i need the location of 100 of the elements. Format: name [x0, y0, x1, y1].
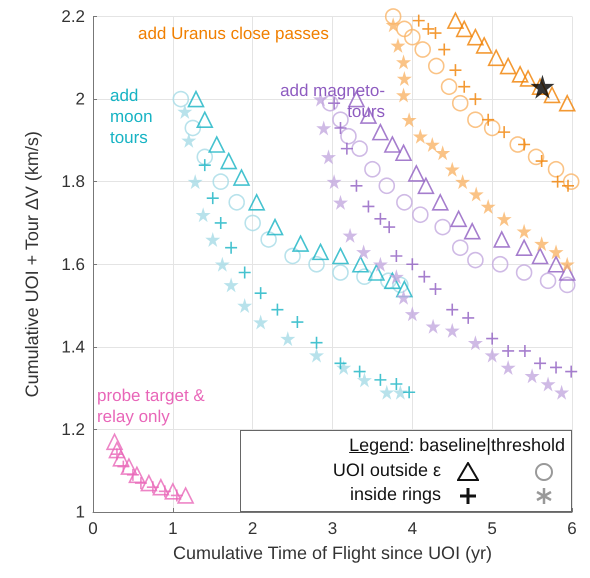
x-tick-label: 4: [408, 519, 418, 538]
point: [440, 78, 458, 95]
point: [524, 368, 540, 384]
point: [404, 306, 420, 322]
point: [177, 104, 192, 119]
point: [396, 70, 412, 86]
point: [340, 128, 357, 145]
x-tick-label: 1: [168, 519, 178, 538]
point: [220, 152, 238, 170]
point: [260, 231, 277, 248]
point: [456, 20, 473, 38]
y-axis-title: Cumulative UOI + Tour ΔV (km/s): [22, 131, 42, 398]
point: [450, 210, 467, 228]
point: [544, 86, 560, 104]
point: [484, 120, 500, 136]
point: [509, 136, 526, 153]
point: [467, 111, 484, 128]
point: [548, 256, 564, 273]
point: [214, 216, 228, 230]
point: [374, 373, 388, 387]
point: [412, 128, 428, 144]
point: [560, 256, 575, 272]
point: [540, 272, 556, 290]
point: [418, 177, 434, 194]
point: [356, 244, 372, 260]
point: [424, 137, 440, 152]
legend-card: Legend: baseline|threshold UOI outside ε inside rings: [240, 430, 572, 512]
point: [290, 315, 304, 329]
point: [310, 336, 324, 350]
point: [426, 318, 441, 334]
point: [452, 239, 469, 256]
y-tick-label: 2: [76, 90, 85, 109]
point: [140, 474, 158, 492]
point: [461, 311, 476, 325]
point: [448, 63, 462, 77]
point: [485, 332, 499, 346]
point: [228, 194, 245, 211]
point: [412, 14, 426, 28]
point: [390, 377, 404, 391]
point: [496, 211, 512, 226]
point: [244, 214, 261, 232]
point: [340, 142, 354, 156]
point: [492, 256, 508, 273]
point: [233, 169, 250, 186]
point: [188, 174, 203, 190]
point: [437, 42, 452, 56]
point: [396, 290, 412, 305]
point: [379, 384, 394, 400]
point: [372, 256, 388, 272]
point: [378, 178, 396, 194]
point: [395, 144, 412, 162]
point: [533, 356, 547, 370]
y-tick-label: 1.6: [61, 254, 85, 274]
point: [468, 92, 482, 106]
point: [316, 120, 332, 136]
point: [516, 239, 532, 256]
point: [188, 90, 204, 108]
point: [352, 256, 369, 273]
point: [108, 442, 126, 458]
point: [280, 331, 296, 346]
y-tick-label: 1.2: [61, 420, 85, 439]
annotation: add Uranus close passes: [138, 24, 329, 43]
point: [414, 41, 432, 58]
x-tick-label: 0: [88, 519, 98, 538]
point: [390, 249, 404, 263]
point: [396, 20, 413, 38]
point: [428, 282, 442, 296]
point: [326, 174, 342, 190]
point: [198, 158, 212, 172]
point: [312, 244, 329, 260]
point: [350, 178, 364, 193]
point: [172, 90, 190, 108]
point: [516, 264, 532, 281]
point: [292, 235, 309, 252]
point: [334, 121, 348, 135]
point: [196, 148, 214, 166]
point: [392, 384, 408, 400]
point: [468, 335, 483, 350]
point: [334, 356, 348, 370]
annotation: add moon tours: [110, 86, 153, 147]
x-axis-title: Cumulative Time of Flight since UOI (yr): [172, 543, 492, 563]
point: [396, 280, 413, 298]
point: [558, 94, 576, 112]
point: [196, 111, 214, 128]
point: [270, 302, 284, 316]
point: [558, 276, 576, 294]
point: [248, 194, 265, 211]
x-tick-label: 3: [328, 519, 338, 538]
point: [512, 66, 528, 83]
point: [352, 364, 366, 378]
point: [332, 111, 349, 128]
point: [196, 207, 211, 222]
point: [447, 12, 464, 29]
point: [516, 224, 532, 239]
annotation: probe target & relay only: [97, 386, 206, 426]
point: [500, 360, 516, 375]
point: [254, 286, 268, 300]
point: [528, 148, 544, 166]
point: [238, 266, 252, 280]
point: [321, 149, 336, 164]
